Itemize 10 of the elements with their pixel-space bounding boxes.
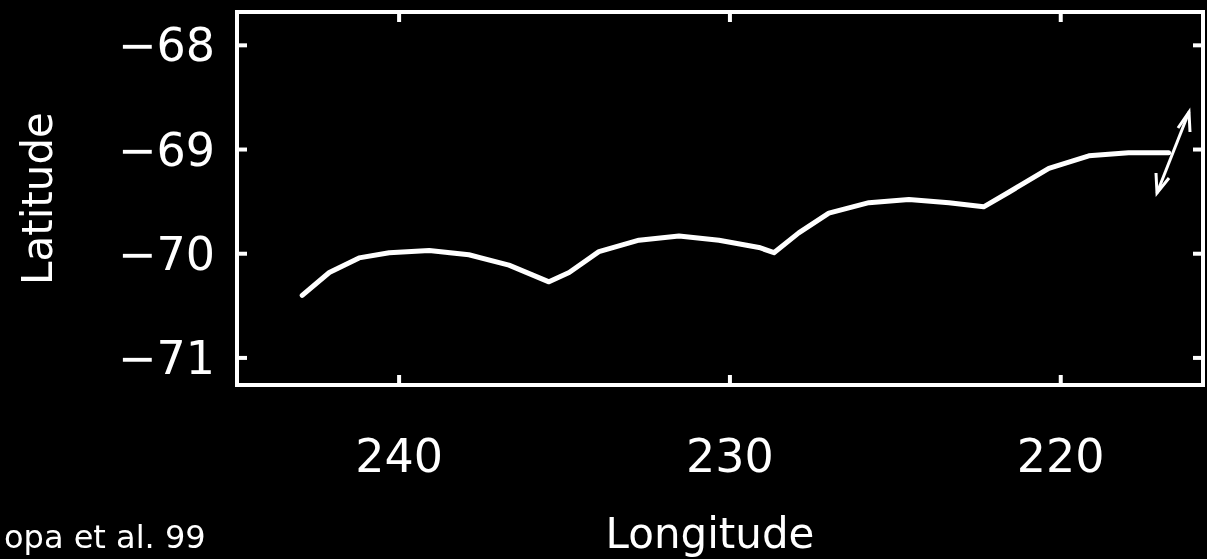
y-tick-label: −68 — [117, 18, 215, 73]
y-tick-label: −71 — [117, 330, 215, 385]
text: opa et al. 99 — [4, 518, 206, 556]
y-axis-title: Latitude — [13, 112, 62, 285]
y-tick-label: −70 — [117, 226, 215, 281]
y-tick-label: −69 — [117, 122, 215, 177]
x-tick-label: 230 — [686, 429, 774, 483]
x-tick-label: 240 — [355, 429, 444, 483]
x-tick-label: 220 — [1016, 429, 1105, 483]
x-axis-title: Longitude — [605, 509, 815, 558]
